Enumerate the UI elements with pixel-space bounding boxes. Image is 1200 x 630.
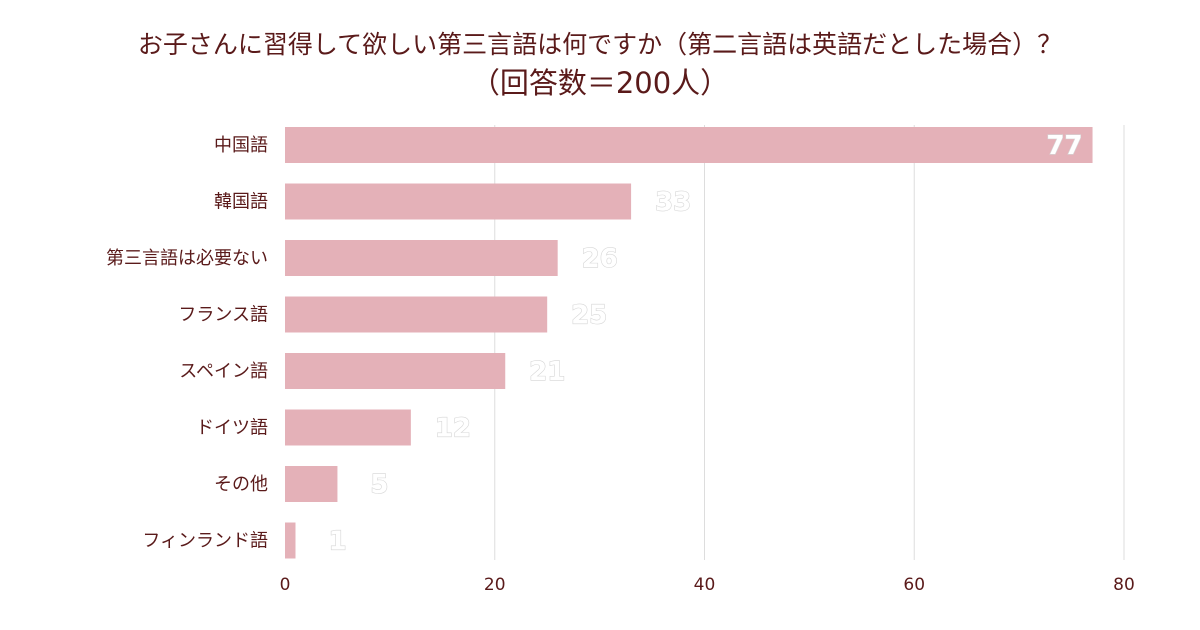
bar [285, 240, 558, 276]
data-label: 33 [655, 188, 691, 218]
data-label: 25 [571, 301, 607, 331]
bar [285, 296, 548, 333]
x-tick-label: 80 [1113, 575, 1135, 595]
category-label: 第三言語は必要ない [106, 248, 268, 269]
data-label: 77 [1046, 131, 1082, 161]
category-label: 中国語 [214, 135, 268, 156]
category-label: フランス語 [178, 305, 268, 326]
bar [285, 127, 1093, 163]
bar [285, 183, 632, 220]
chart-subtitle: （回答数＝200人） [470, 66, 730, 100]
data-label: 21 [529, 357, 565, 387]
bar [285, 466, 338, 502]
category-label: フィンランド語 [142, 531, 268, 552]
x-tick-label: 20 [484, 575, 506, 595]
data-label: 1 [328, 527, 346, 557]
data-label: 26 [582, 244, 618, 274]
data-label: 12 [435, 414, 471, 444]
bar [285, 522, 296, 559]
x-tick-label: 40 [694, 575, 716, 595]
chart-title-line1: お子さんに習得して欲しい第三言語は何ですか（第二言語は英語だとした場合）？ [137, 30, 1063, 59]
category-label: その他 [214, 474, 268, 495]
bar [285, 353, 506, 389]
category-label: スペイン語 [179, 361, 268, 382]
x-tick-label: 60 [903, 575, 925, 595]
x-axis-ticks: 0 20 40 60 80 [280, 575, 1135, 595]
category-label: 韓国語 [214, 192, 268, 213]
bar [285, 409, 411, 446]
data-label: 5 [370, 470, 388, 500]
chart-title: お子さんに習得して欲しい第三言語は何ですか（第二言語は英語だとした場合）？ （回… [0, 26, 1200, 102]
bars [285, 127, 1093, 559]
x-tick-label: 0 [280, 575, 291, 595]
category-label: ドイツ語 [196, 418, 268, 439]
